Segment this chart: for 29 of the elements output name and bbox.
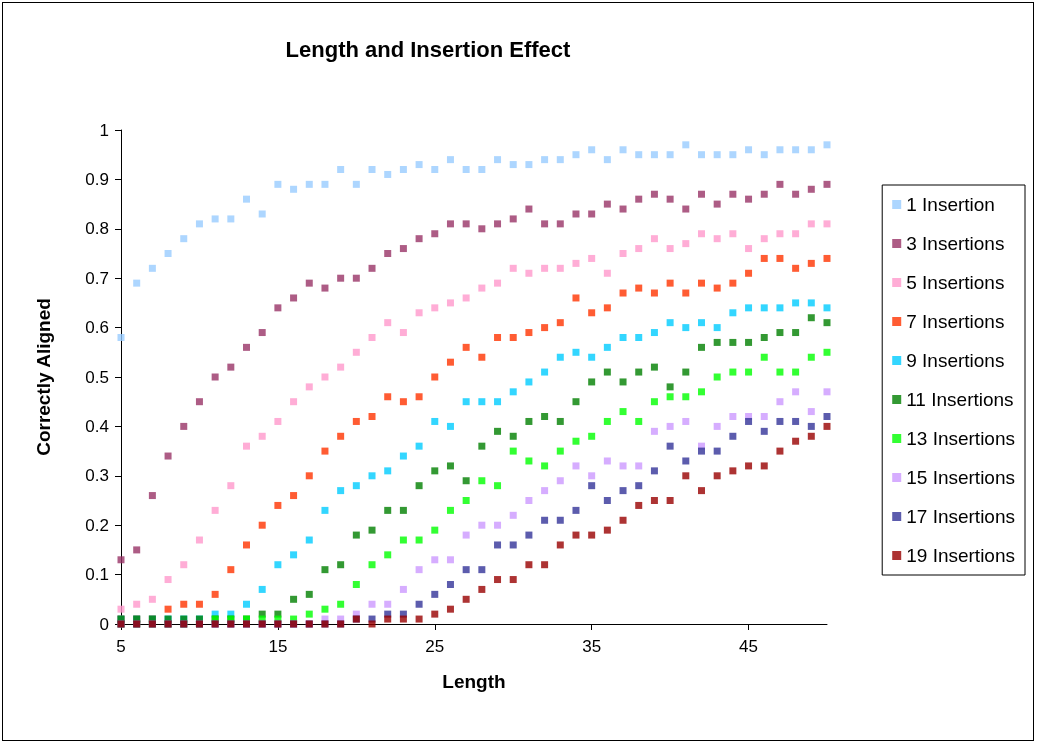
- x-tick-label: 25: [425, 637, 445, 656]
- y-tick-label: 0.4: [85, 416, 109, 436]
- y-tick-label: 0.5: [85, 367, 109, 387]
- y-tick-label: 0.6: [85, 318, 109, 338]
- legend-label: 1 Insertion: [906, 194, 995, 215]
- legend-label: 3 Insertions: [906, 233, 1005, 254]
- y-tick-label: 1: [99, 120, 109, 140]
- x-tick-label: 45: [739, 637, 759, 656]
- legend-label: 19 Insertions: [906, 545, 1016, 566]
- y-tick-label: 0.1: [85, 565, 109, 585]
- x-tick-label: 5: [116, 637, 126, 656]
- y-axis-title: Correctly Aligned: [33, 298, 54, 456]
- chart-title: Length and Insertion Effect: [285, 36, 572, 62]
- legend-label: 5 Insertions: [906, 272, 1005, 293]
- y-tick-label: 0.9: [85, 169, 109, 189]
- x-tick-label: 35: [582, 637, 602, 656]
- legend-label: 15 Insertions: [906, 467, 1016, 488]
- legend-label: 11 Insertions: [906, 389, 1014, 410]
- legend-label: 13 Insertions: [906, 428, 1016, 449]
- y-tick-label: 0: [99, 614, 109, 634]
- legend-label: 17 Insertions: [906, 506, 1016, 527]
- y-tick-label: 0.2: [85, 515, 109, 535]
- y-tick-label: 0.8: [85, 219, 109, 239]
- legend-label: 7 Insertions: [906, 311, 1005, 332]
- y-tick-label: 0.3: [85, 466, 109, 486]
- x-axis-title: Length: [442, 671, 506, 692]
- x-tick-label: 15: [268, 637, 288, 656]
- y-tick-label: 0.7: [85, 268, 109, 288]
- legend-label: 9 Insertions: [906, 350, 1005, 371]
